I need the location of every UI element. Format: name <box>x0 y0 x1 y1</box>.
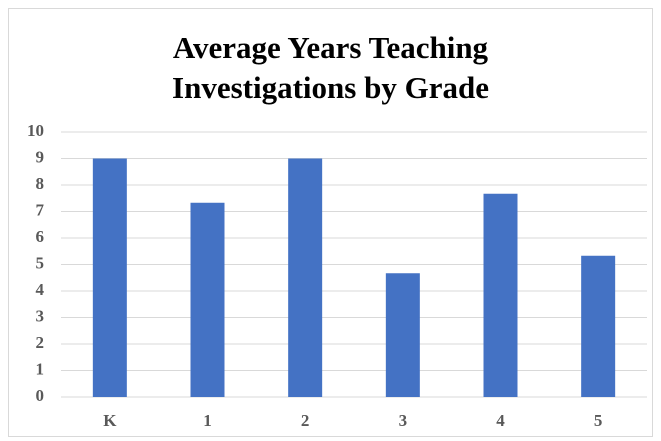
bar <box>190 202 225 397</box>
y-tick-label: 0 <box>36 386 45 405</box>
x-tick-label: 2 <box>301 411 310 430</box>
y-tick-label: 7 <box>36 200 45 219</box>
bar <box>288 158 323 397</box>
y-tick-label: 8 <box>36 174 45 193</box>
x-tick-label: 3 <box>399 411 408 430</box>
y-tick-label: 5 <box>36 253 45 272</box>
y-tick-label: 2 <box>36 333 45 352</box>
bar <box>92 158 127 397</box>
x-tick-label: 4 <box>496 411 505 430</box>
chart-title: Average Years Teaching Investigations by… <box>172 30 489 105</box>
y-tick-label: 9 <box>36 147 45 166</box>
bar <box>385 273 420 397</box>
y-tick-label: 4 <box>36 280 45 299</box>
x-tick-label: 5 <box>594 411 603 430</box>
bar <box>483 193 518 397</box>
x-tick-label: 1 <box>203 411 212 430</box>
y-tick-label: 10 <box>27 121 44 140</box>
x-tick-label: K <box>103 411 117 430</box>
y-tick-label: 6 <box>36 227 45 246</box>
y-tick-label: 3 <box>36 306 45 325</box>
y-tick-label: 1 <box>36 359 45 378</box>
bar <box>581 255 616 397</box>
